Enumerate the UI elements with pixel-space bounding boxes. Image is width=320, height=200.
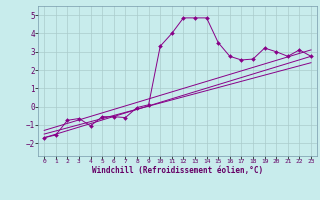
X-axis label: Windchill (Refroidissement éolien,°C): Windchill (Refroidissement éolien,°C) bbox=[92, 166, 263, 175]
